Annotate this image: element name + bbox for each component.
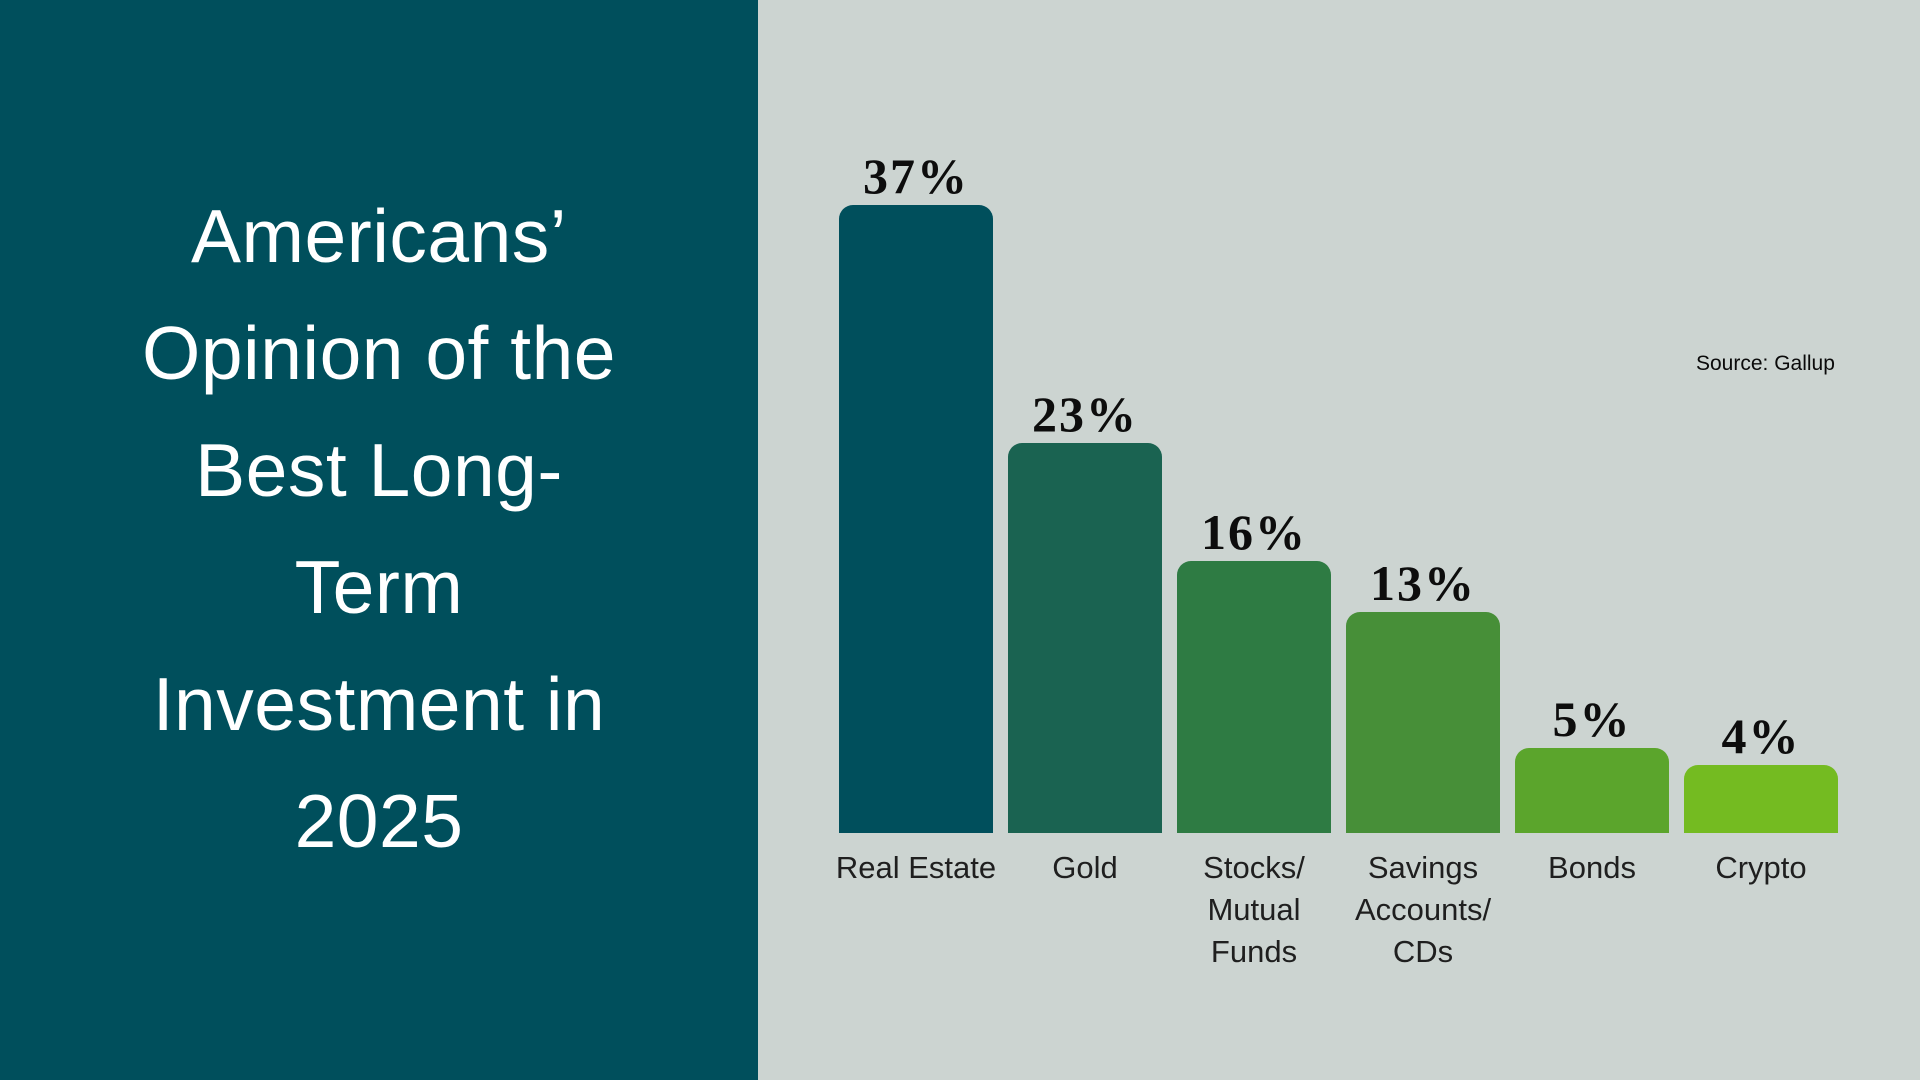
bar-crypto (1684, 765, 1838, 833)
left-panel: Americans’ Opinion of the Best Long- Ter… (0, 0, 758, 1080)
bar-bonds (1515, 748, 1669, 833)
bar-label-crypto: Crypto (1715, 850, 1807, 885)
bar-value-crypto: 4% (1721, 708, 1801, 764)
bar-stocks-mutual-funds (1177, 561, 1331, 833)
page-title: Americans’ Opinion of the Best Long- Ter… (0, 0, 758, 880)
page-title-line: Americans’ (191, 194, 567, 278)
bar-real-estate (839, 205, 993, 833)
bar-label-real-estate: Real Estate (835, 850, 997, 885)
bar-value-stocks-mutual-funds: 16% (1201, 504, 1307, 560)
chart-area: Source: Gallup 37% Real Estate 23% Gold 16% S… (758, 0, 1920, 1080)
page-title-line: Best Long- (195, 428, 563, 512)
bar-label-bonds: Bonds (1548, 850, 1636, 885)
bar-value-savings-accounts-cds: 13% (1370, 555, 1476, 611)
bar-value-gold: 23% (1032, 386, 1138, 442)
bar-savings-accounts-cds (1346, 612, 1500, 833)
source-note: Source: Gallup (1696, 352, 1835, 375)
bar-label-savings-accounts-cds: Savings Accounts/ CDs (1354, 850, 1492, 969)
page-title-line: Opinion of the (142, 311, 616, 395)
bar-value-bonds: 5% (1552, 691, 1632, 747)
page-title-line: 2025 (294, 779, 464, 863)
bar-label-stocks-mutual-funds: Stocks/ Mutual Funds (1203, 850, 1305, 969)
page-title-line: Term (294, 545, 464, 629)
bar-gold (1008, 443, 1162, 833)
bar-value-real-estate: 37% (863, 148, 969, 204)
page-title-line: Investment in (152, 662, 606, 746)
bar-label-gold: Gold (1052, 850, 1118, 885)
